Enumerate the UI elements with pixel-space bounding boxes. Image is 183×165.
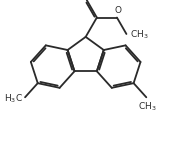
Text: CH$_3$: CH$_3$ <box>138 101 157 113</box>
Text: CH$_3$: CH$_3$ <box>130 29 149 41</box>
Text: H$_3$C: H$_3$C <box>4 92 23 104</box>
Text: O: O <box>114 6 121 15</box>
